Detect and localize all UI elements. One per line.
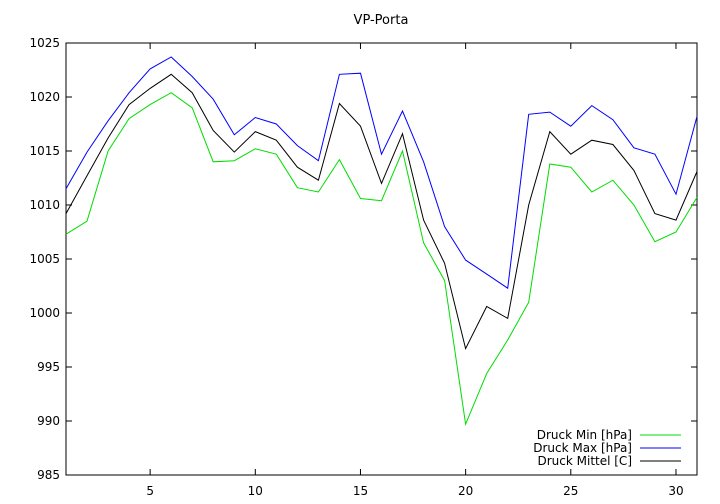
plot-frame: [65, 42, 698, 476]
legend-label: Druck Max [hPa]: [533, 441, 632, 455]
x-tick-label: 20: [458, 484, 473, 498]
y-tick-label: 1020: [29, 90, 60, 104]
x-tick-label: 5: [146, 484, 154, 498]
series-line-mittel: [65, 73, 698, 351]
series-line-max: [65, 56, 698, 290]
y-tick-label: 990: [37, 414, 60, 428]
x-tick-label: 10: [248, 484, 263, 498]
x-tick-label: 15: [353, 484, 368, 498]
x-tick-label: 30: [668, 484, 683, 498]
x-tick-label: 25: [563, 484, 578, 498]
series-line-min: [65, 92, 698, 427]
series-layer: [65, 56, 698, 427]
chart-title: VP-Porta: [354, 13, 409, 28]
y-tick-label: 1000: [29, 306, 60, 320]
legend-label: Druck Min [hPa]: [537, 428, 632, 442]
y-tick-label: 1005: [29, 252, 60, 266]
legend-label: Druck Mittel [C]: [537, 454, 632, 468]
y-tick-label: 1010: [29, 198, 60, 212]
y-tick-label: 995: [37, 360, 60, 374]
y-tick-label: 1015: [29, 144, 60, 158]
y-tick-label: 985: [37, 468, 60, 482]
y-tick-label: 1025: [29, 36, 60, 50]
legend: Druck Min [hPa]Druck Max [hPa]Druck Mitt…: [533, 428, 681, 468]
